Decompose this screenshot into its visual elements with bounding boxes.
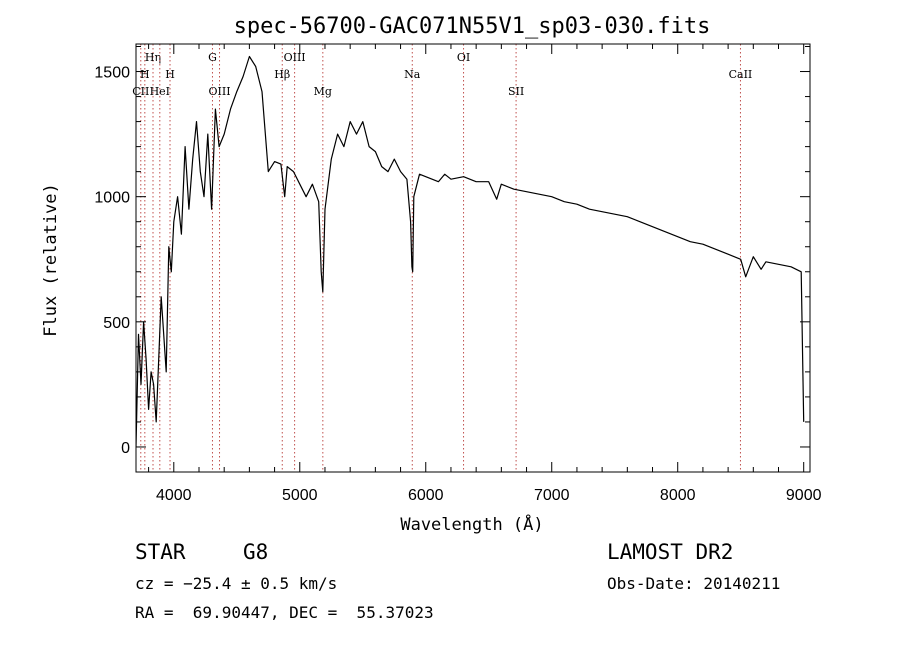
plot-frame <box>135 43 811 473</box>
marker-label: H <box>140 68 150 81</box>
marker-label: OIII <box>284 51 306 64</box>
x-tick-label: 9000 <box>786 487 822 504</box>
y-tick-label: 1500 <box>94 65 130 82</box>
spectrum-line <box>136 55 805 448</box>
y-tick-label: 1000 <box>94 190 130 207</box>
x-axis-label: Wavelength (Å) <box>400 513 543 535</box>
marker-label: CII <box>132 85 149 98</box>
axes: 4000 5000 6000 7000 8000 9000 0 500 1000 1500 <box>94 43 822 504</box>
marker-label: G <box>208 51 217 64</box>
y-tick-label: 0 <box>121 440 130 457</box>
subclass: G8 <box>243 540 269 564</box>
x-tick-label: 6000 <box>408 487 444 504</box>
x-tick-label: 8000 <box>660 487 696 504</box>
chart-title: spec-56700-GAC071N55V1_sp03-030.fits <box>234 14 711 39</box>
redshift-text: cz = −25.4 ± 0.5 km/s <box>135 574 338 593</box>
x-tick-label: 5000 <box>282 487 318 504</box>
marker-label: Hβ <box>274 68 290 81</box>
x-tick-label: 4000 <box>156 487 192 504</box>
coordinates: RA = 69.90447, DEC = 55.37023 <box>135 603 434 622</box>
object-class: STAR <box>135 540 186 564</box>
x-tick-label: 7000 <box>534 487 570 504</box>
marker-label: CaII <box>729 68 753 81</box>
marker-label: OIII <box>208 85 230 98</box>
marker-label: Mg <box>314 85 332 98</box>
y-axis-label: Flux (relative) <box>41 183 61 337</box>
marker-label: HeI <box>150 85 170 98</box>
obs-date: Obs-Date: 20140211 <box>607 574 781 593</box>
marker-label: Na <box>404 68 421 81</box>
series-layer <box>136 55 805 448</box>
y-tick-label: 500 <box>103 315 130 332</box>
marker-label: OI <box>457 51 470 64</box>
marker-label: Hη <box>145 51 161 64</box>
marker-label: H <box>165 68 175 81</box>
survey-name: LAMOST DR2 <box>607 540 734 564</box>
marker-label: SII <box>508 85 524 98</box>
